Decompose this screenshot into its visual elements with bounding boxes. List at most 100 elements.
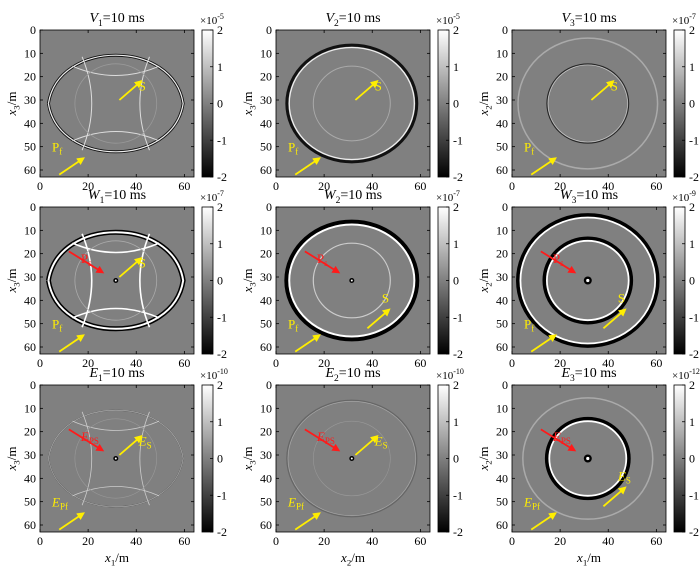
y-axis-label-text: x2/m (476, 92, 494, 117)
colorbar-tick-label: -2 (689, 347, 699, 361)
wavefront (542, 236, 634, 325)
colorbar-exponent: ×10-10 (436, 367, 464, 382)
panel-title: V3=10 ms (561, 11, 616, 29)
wave-arrow (602, 486, 627, 508)
wavefront (544, 416, 631, 501)
colorbar-tick-label: 1 (689, 60, 695, 74)
wave-arrow (530, 334, 557, 353)
colorbar-tick-label: 0 (689, 274, 695, 288)
plot-frame (275, 384, 431, 533)
wave-label: Ps (317, 251, 328, 268)
wavefront (287, 401, 416, 516)
plot-frame (511, 29, 667, 178)
colorbar-exponent: ×10-5 (200, 12, 224, 27)
colorbar-tick-label: 0 (217, 452, 223, 466)
colorbar-tick-label: 2 (453, 23, 459, 37)
colorbar: 2 1 0 -1 -2 ×10-10 (436, 367, 464, 539)
wave-label: EPf (287, 494, 304, 511)
y-tick-label: 50 (496, 317, 508, 331)
x-tick-label: 20 (554, 356, 566, 370)
wave-label: ES (374, 434, 388, 451)
wave-arrow (540, 250, 577, 274)
y-tick-label: 60 (260, 163, 272, 177)
wave-label: S (139, 79, 146, 94)
colorbar-tick-label: 0 (453, 274, 459, 288)
wavefront (522, 397, 654, 520)
colorbar-tick-label: 0 (453, 452, 459, 466)
panel-title: V1=10 ms (89, 11, 144, 29)
y-axis-label: x3/m (4, 269, 22, 294)
y-tick-label: 50 (260, 140, 272, 154)
y-tick-label: 10 (24, 223, 36, 237)
colorbar-tick-label: 0 (689, 452, 695, 466)
wavefield (517, 37, 659, 170)
y-tick-label: 40 (260, 471, 272, 485)
plot-area (276, 30, 430, 177)
x-tick-label: 20 (82, 356, 94, 370)
y-tick-label: 40 (496, 116, 508, 130)
x-tick-label: 60 (414, 534, 426, 548)
x-tick-label: 40 (366, 356, 378, 370)
y-axis-label: x3/m (4, 447, 22, 472)
y-tick-label: 10 (496, 401, 508, 415)
wave-arrow (540, 428, 577, 452)
wave-label: Pf (288, 139, 298, 156)
wave-label: Ps (553, 251, 564, 268)
x-tick-label: 40 (130, 356, 142, 370)
colorbar: 2 1 0 -1 -2 ×10-7 (200, 189, 227, 361)
colorbar-tick-label: 1 (453, 60, 459, 74)
colorbar-tick-label: -2 (689, 170, 699, 184)
y-axis-label: x2/m (476, 447, 494, 472)
wavefield (286, 399, 418, 518)
wavefront (284, 219, 420, 342)
x-tick-label: 40 (602, 179, 614, 193)
wave-arrow (530, 157, 557, 176)
colorbar-exponent: ×10-9 (672, 189, 696, 204)
wavefront (72, 420, 160, 431)
colorbar-tick-label: 2 (689, 23, 695, 37)
plot-frame (275, 206, 431, 355)
colorbar-tick-label: -1 (453, 488, 463, 502)
y-axis-label-text: x3/m (240, 92, 258, 117)
wave-arrow (118, 80, 143, 101)
colorbar-tick-label: 1 (689, 415, 695, 429)
wave-label: Pf (524, 139, 534, 156)
wave-label: S (139, 256, 146, 271)
wave-label: S (618, 291, 625, 306)
x-tick-label: 0 (37, 179, 43, 193)
y-tick-label: 30 (24, 270, 36, 284)
colorbar-exponent: ×10-7 (200, 189, 224, 204)
y-axis-label: x3/m (240, 269, 258, 294)
wavefront (74, 63, 158, 144)
colorbar-exponent: ×10-12 (672, 367, 700, 382)
wave-label: EPS (316, 429, 335, 446)
wave-arrow (602, 308, 627, 330)
y-tick-label: 30 (496, 448, 508, 462)
y-tick-label: 60 (24, 340, 36, 354)
y-tick-label: 20 (496, 247, 508, 261)
colorbar: 2 1 0 -1 -2 ×10-5 (200, 12, 227, 184)
colorbar-tick-label: -1 (689, 310, 699, 324)
y-tick-label: 30 (496, 93, 508, 107)
x-tick-label: 60 (650, 356, 662, 370)
x-tick-label: 0 (37, 356, 43, 370)
y-tick-label: 50 (260, 495, 272, 509)
y-axis-label: x2/m (476, 269, 494, 294)
y-tick-label: 50 (24, 317, 36, 331)
colorbar-tick-label: 1 (217, 237, 223, 251)
x-tick-label: 20 (82, 534, 94, 548)
wave-arrow (68, 250, 105, 274)
x-tick-label: 20 (318, 179, 330, 193)
wave-arrow (530, 512, 557, 531)
y-tick-label: 30 (24, 448, 36, 462)
wave-label: Pf (288, 316, 298, 333)
colorbar-tick-label: 1 (453, 415, 459, 429)
x-tick-label: 60 (650, 179, 662, 193)
y-tick-label: 10 (260, 223, 272, 237)
y-axis-label: x3/m (240, 447, 258, 472)
wavefront (548, 420, 628, 497)
